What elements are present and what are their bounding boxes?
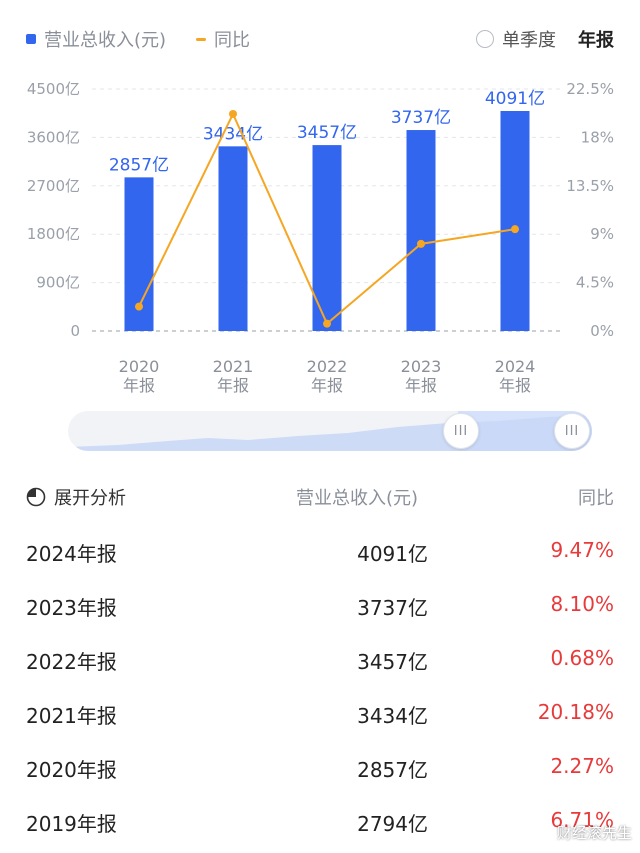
pie-chart-icon: [26, 487, 46, 507]
table-row[interactable]: 2020年报 2857亿 2.27%: [26, 740, 614, 794]
table-row[interactable]: 2021年报 3434亿 20.18%: [26, 686, 614, 740]
row-year: 2021年报: [26, 704, 117, 728]
quarterly-radio-icon[interactable]: [476, 30, 494, 48]
table-row[interactable]: 2023年报 3737亿 8.10%: [26, 578, 614, 632]
quarterly-option[interactable]: 单季度: [502, 30, 556, 51]
right-axis-tick: 22.5%: [566, 80, 614, 98]
legend-revenue-label: 营业总收入(元): [44, 30, 167, 51]
left-axis-tick: 2700亿: [27, 177, 80, 195]
header-yoy: 同比: [578, 488, 614, 509]
legend-revenue-swatch: [26, 34, 36, 44]
right-axis-tick: 13.5%: [566, 177, 614, 195]
annual-option[interactable]: 年报: [578, 30, 614, 51]
left-axis-tick: 1800亿: [27, 225, 80, 243]
x-axis-tick: 2023: [401, 357, 442, 376]
x-axis-tick: 2022: [307, 357, 348, 376]
row-revenue: 4091亿: [357, 542, 428, 566]
bar-value-label: 2857亿: [109, 155, 169, 175]
chart-legend: 营业总收入(元) 同比 单季度 年报: [26, 26, 614, 52]
row-revenue: 3434亿: [357, 704, 428, 728]
row-yoy: 20.18%: [537, 700, 614, 724]
bar-value-label: 4091亿: [485, 89, 545, 109]
row-year: 2023年报: [26, 596, 117, 620]
table-header: 展开分析 营业总收入(元) 同比: [26, 482, 614, 512]
row-yoy: 9.47%: [550, 538, 614, 562]
x-axis-tick: 2020: [119, 357, 160, 376]
row-revenue: 3457亿: [357, 650, 428, 674]
row-year: 2019年报: [26, 812, 117, 836]
header-revenue: 营业总收入(元): [296, 488, 419, 509]
right-axis-tick: 0%: [590, 322, 614, 340]
data-table: 2024年报 4091亿 9.47% 2023年报 3737亿 8.10% 20…: [26, 524, 614, 848]
yoy-point: [229, 109, 237, 118]
legend-revenue[interactable]: 营业总收入(元): [26, 26, 166, 52]
watermark: 财经滚先生: [556, 824, 632, 842]
legend-yoy-label: 同比: [214, 30, 250, 51]
x-axis-tick-sub: 年报: [123, 376, 155, 395]
yoy-point: [135, 302, 143, 311]
range-slider[interactable]: III III: [68, 411, 592, 451]
x-axis-tick: 2021: [213, 357, 254, 376]
x-axis-tick-sub: 年报: [217, 376, 249, 395]
bar-value-label: 3457亿: [297, 123, 357, 143]
row-year: 2020年报: [26, 758, 117, 782]
left-axis-tick: 900亿: [36, 274, 80, 292]
legend-yoy[interactable]: 同比: [196, 26, 250, 52]
revenue-bar: [218, 146, 248, 331]
row-revenue: 3737亿: [357, 596, 428, 620]
left-axis-tick: 3600亿: [27, 128, 80, 146]
x-axis-tick-sub: 年报: [405, 376, 437, 395]
right-axis-tick: 4.5%: [576, 274, 614, 292]
left-axis-tick: 4500亿: [27, 80, 80, 98]
row-revenue: 2794亿: [357, 812, 428, 836]
row-yoy: 8.10%: [550, 592, 614, 616]
row-year: 2022年报: [26, 650, 117, 674]
row-yoy: 2.27%: [550, 754, 614, 778]
right-axis-tick: 9%: [590, 225, 614, 243]
row-revenue: 2857亿: [357, 758, 428, 782]
x-axis-tick-sub: 年报: [499, 376, 531, 395]
table-row[interactable]: 2019年报 2794亿 6.71%: [26, 794, 614, 848]
row-yoy: 6.71%: [550, 808, 614, 832]
yoy-point: [417, 239, 425, 248]
row-year: 2024年报: [26, 542, 117, 566]
yoy-point: [323, 319, 331, 328]
expand-analysis-label: 展开分析: [54, 488, 126, 509]
slider-handle-right[interactable]: III: [554, 413, 590, 449]
revenue-bar: [500, 110, 530, 331]
slider-handle-left[interactable]: III: [443, 413, 479, 449]
expand-analysis-button[interactable]: 展开分析: [26, 484, 126, 510]
right-axis-tick: 18%: [581, 128, 614, 146]
yoy-point: [511, 225, 519, 234]
row-yoy: 0.68%: [550, 646, 614, 670]
bar-value-label: 3737亿: [391, 108, 451, 128]
period-toggle: 单季度 年报: [476, 26, 614, 52]
left-axis-tick: 0: [70, 322, 80, 340]
table-row[interactable]: 2024年报 4091亿 9.47%: [26, 524, 614, 578]
legend-yoy-swatch: [196, 37, 206, 41]
slider-preview: [68, 411, 592, 451]
bar-value-label: 3434亿: [203, 124, 263, 144]
table-row[interactable]: 2022年报 3457亿 0.68%: [26, 632, 614, 686]
revenue-chart: 0 0% 900亿 4.5% 1800亿 9% 2700亿 13.5% 3600亿 18% 4500…: [27, 80, 614, 395]
x-axis-tick: 2024: [495, 357, 536, 376]
x-axis-tick-sub: 年报: [311, 376, 343, 395]
revenue-bar: [406, 130, 436, 331]
